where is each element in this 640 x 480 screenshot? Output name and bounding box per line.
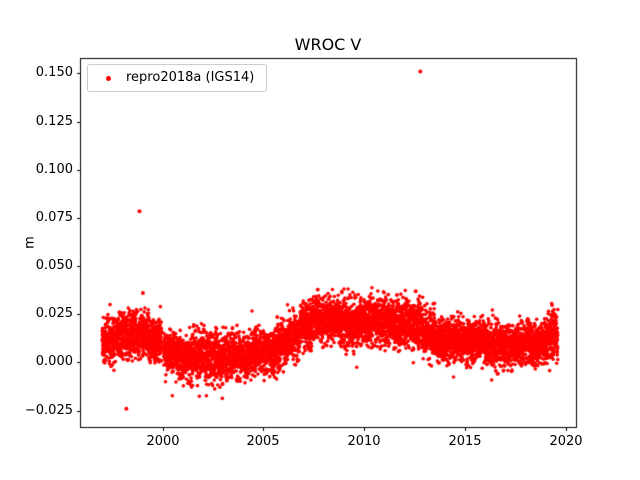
legend: repro2018a (IGS14) xyxy=(87,64,268,92)
y-tick-label: 0.050 xyxy=(35,258,73,273)
y-tick-label: −0.025 xyxy=(24,403,73,418)
x-tick-label: 2020 xyxy=(549,434,583,449)
y-tick-label: 0.150 xyxy=(35,65,73,80)
x-tick-label: 2005 xyxy=(246,434,280,449)
y-tick-label: 0.025 xyxy=(35,306,73,321)
x-tick-label: 2015 xyxy=(448,434,482,449)
y-tick-label: 0.100 xyxy=(35,162,73,177)
x-tick-label: 2010 xyxy=(347,434,381,449)
x-tick-label: 2000 xyxy=(146,434,180,449)
y-axis-label: m xyxy=(22,236,38,249)
chart-title: WROC V xyxy=(294,35,362,54)
y-tick-label: 0.000 xyxy=(35,354,73,369)
legend-marker-dot xyxy=(105,75,111,81)
legend-handle xyxy=(98,75,118,81)
y-tick-label: 0.125 xyxy=(35,114,73,129)
y-tick-label: 0.075 xyxy=(35,210,73,225)
legend-label: repro2018a (IGS14) xyxy=(126,70,255,85)
